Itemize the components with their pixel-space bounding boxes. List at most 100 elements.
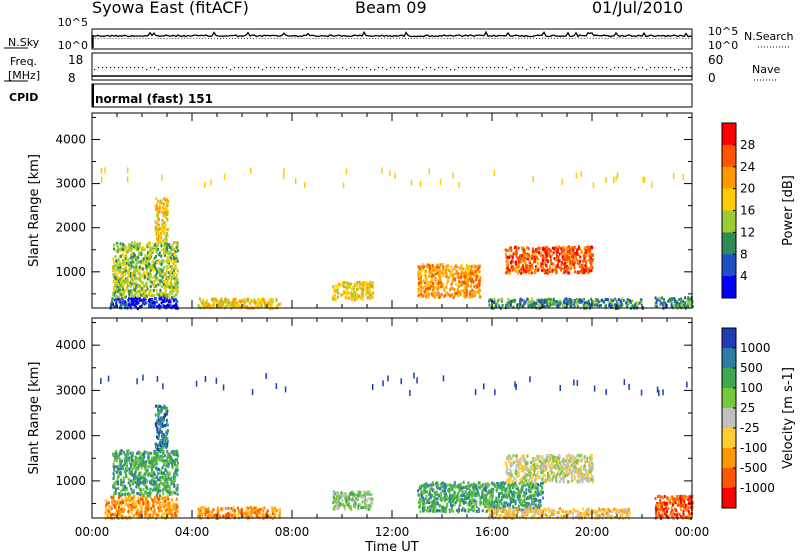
data-cell [367,291,369,295]
data-cell [598,304,601,308]
data-cell [144,254,147,258]
data-cell [442,295,445,298]
nave-dot [454,69,456,71]
data-cell [474,265,477,269]
data-cell [359,494,362,498]
data-cell [145,294,148,298]
data-cell [522,305,525,309]
data-cell [453,503,456,507]
data-cell [151,515,154,519]
data-cell [131,511,134,515]
data-cell [118,263,121,267]
data-cell [463,280,466,284]
colorbar-tick-label: 16 [740,204,755,218]
data-cell [445,282,448,286]
data-cell [424,291,426,295]
data-cell [351,292,354,296]
data-cell [545,251,548,255]
data-cell [549,255,552,259]
data-cell [573,301,576,305]
data-cell [531,247,534,251]
data-cell [417,290,420,294]
data-cell [151,293,154,297]
data-cell [543,250,546,253]
data-cell [276,304,279,308]
nave-dot [142,67,144,69]
data-cell [469,271,472,275]
data-cell [471,272,474,276]
data-cell [425,295,428,299]
nave-dot [290,67,292,69]
data-cell [117,268,120,272]
data-cell [675,301,678,304]
data-cell [513,483,516,487]
data-cell [122,288,125,292]
data-cell [133,255,135,259]
data-cell [469,504,471,508]
data-cell [555,269,558,273]
data-cell [125,281,128,285]
data-cell [465,495,468,499]
data-cell [136,509,139,513]
data-cell [357,490,360,494]
data-cell [529,506,532,510]
data-cell [135,458,137,462]
data-cell [121,262,124,266]
data-cell [167,512,170,516]
data-cell [466,290,469,294]
data-cell [122,253,125,257]
data-cell [166,507,169,511]
data-cell [333,287,336,291]
data-cell [581,268,584,272]
data-cell [348,505,351,509]
data-cell [114,290,117,294]
data-cell [482,492,485,496]
data-cell [176,492,179,496]
data-cell [564,297,567,301]
data-cell [259,301,262,305]
data-cell [145,281,148,285]
nave-dot [246,67,248,69]
data-cell [171,463,174,467]
data-cell [116,285,119,289]
data-cell [456,290,459,294]
data-cell [149,294,152,298]
data-cell [141,259,144,263]
data-cell [200,512,203,516]
data-cell [266,305,269,309]
data-cell [125,254,128,258]
data-cell [171,451,174,455]
data-cell [564,265,567,269]
data-cell [200,299,203,303]
data-cell [636,302,639,306]
data-cell [554,300,557,303]
data-cell [432,274,435,278]
data-cell [429,271,432,275]
data-cell [465,287,468,291]
data-cell [428,501,430,505]
data-cell [152,301,155,305]
data-cell [583,300,586,303]
data-cell [148,461,151,465]
data-cell [203,505,206,509]
data-cell [454,293,457,297]
data-cell [138,265,141,269]
nave-dot [634,69,636,71]
data-cell [159,479,162,483]
data-cell [479,502,482,506]
data-cell [527,247,530,251]
data-cell [144,472,146,476]
data-cell [358,494,360,498]
data-cell [113,499,116,503]
data-cell [133,461,135,465]
data-cell [508,268,511,272]
data-cell [245,298,247,302]
data-cell [552,298,555,302]
data-cell [147,275,150,279]
data-cell [159,508,162,512]
data-cell [561,255,564,259]
data-cell [161,459,164,463]
data-cell [172,461,175,465]
colorbar-segment [722,188,736,211]
data-cell [115,298,118,302]
